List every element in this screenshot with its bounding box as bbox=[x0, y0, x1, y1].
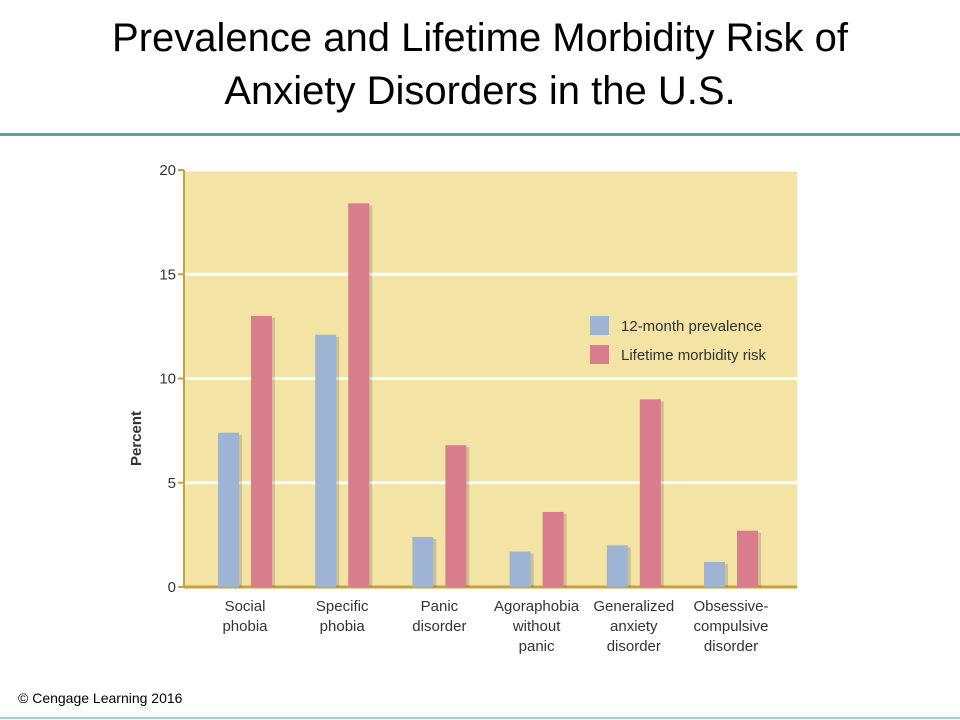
y-tick-label: 5 bbox=[168, 475, 176, 492]
bar-lifetime-morbidity-risk bbox=[348, 203, 370, 588]
y-axis-label: Percent bbox=[128, 411, 145, 466]
x-category-label: Specific bbox=[316, 598, 369, 615]
bar-lifetime-morbidity-risk bbox=[445, 445, 467, 587]
bar-lifetime-morbidity-risk bbox=[639, 399, 661, 587]
bar-12-month-prevalence bbox=[704, 561, 725, 587]
y-tick-label: 20 bbox=[159, 162, 176, 179]
x-category-label: disorder bbox=[704, 638, 758, 655]
x-category-label: phobia bbox=[320, 618, 366, 635]
y-tick-label: 10 bbox=[159, 371, 176, 388]
x-category-label: panic bbox=[519, 638, 555, 655]
slide-title-line-2: Anxiety Disorders in the U.S. bbox=[224, 69, 736, 113]
bar-12-month-prevalence bbox=[606, 545, 628, 587]
x-category-label: disorder bbox=[607, 638, 661, 655]
legend-swatch-lifetime bbox=[590, 345, 609, 364]
x-category-label: Generalized bbox=[593, 598, 674, 615]
legend-label: Lifetime morbidity risk bbox=[621, 347, 767, 364]
x-category-label: Panic bbox=[421, 598, 459, 615]
x-category-label: Social bbox=[225, 598, 266, 615]
x-category-label: disorder bbox=[412, 618, 466, 635]
bottom-divider bbox=[0, 717, 960, 719]
bar-lifetime-morbidity-risk bbox=[542, 511, 564, 587]
bar-12-month-prevalence bbox=[315, 334, 337, 587]
bar-chart: 0 5 10 15 20 Percent Social phobia Specific phobi… bbox=[128, 162, 797, 655]
copyright-footer: © Cengage Learning 2016 bbox=[18, 690, 183, 706]
bar-12-month-prevalence bbox=[509, 551, 531, 587]
y-tick-label: 0 bbox=[168, 579, 176, 596]
bar-12-month-prevalence bbox=[412, 536, 434, 587]
bar-lifetime-morbidity-risk bbox=[251, 315, 272, 587]
x-category-label: Agoraphobia bbox=[494, 598, 580, 615]
x-category-label: phobia bbox=[222, 618, 268, 635]
x-category-label: Obsessive- bbox=[693, 598, 768, 615]
y-tick-label: 15 bbox=[159, 266, 176, 283]
bar-lifetime-morbidity-risk bbox=[737, 530, 758, 587]
x-category-label: anxiety bbox=[610, 618, 658, 635]
x-category-label: compulsive bbox=[693, 618, 768, 635]
legend-label: 12-month prevalence bbox=[621, 318, 762, 335]
slide-title: Prevalence and Lifetime Morbidity Risk o… bbox=[20, 12, 940, 118]
bar-12-month-prevalence bbox=[218, 432, 239, 587]
slide-title-line-1: Prevalence and Lifetime Morbidity Risk o… bbox=[112, 16, 848, 60]
x-category-label: without bbox=[512, 618, 561, 635]
legend-swatch-12-month bbox=[590, 316, 609, 335]
title-divider bbox=[0, 133, 960, 136]
